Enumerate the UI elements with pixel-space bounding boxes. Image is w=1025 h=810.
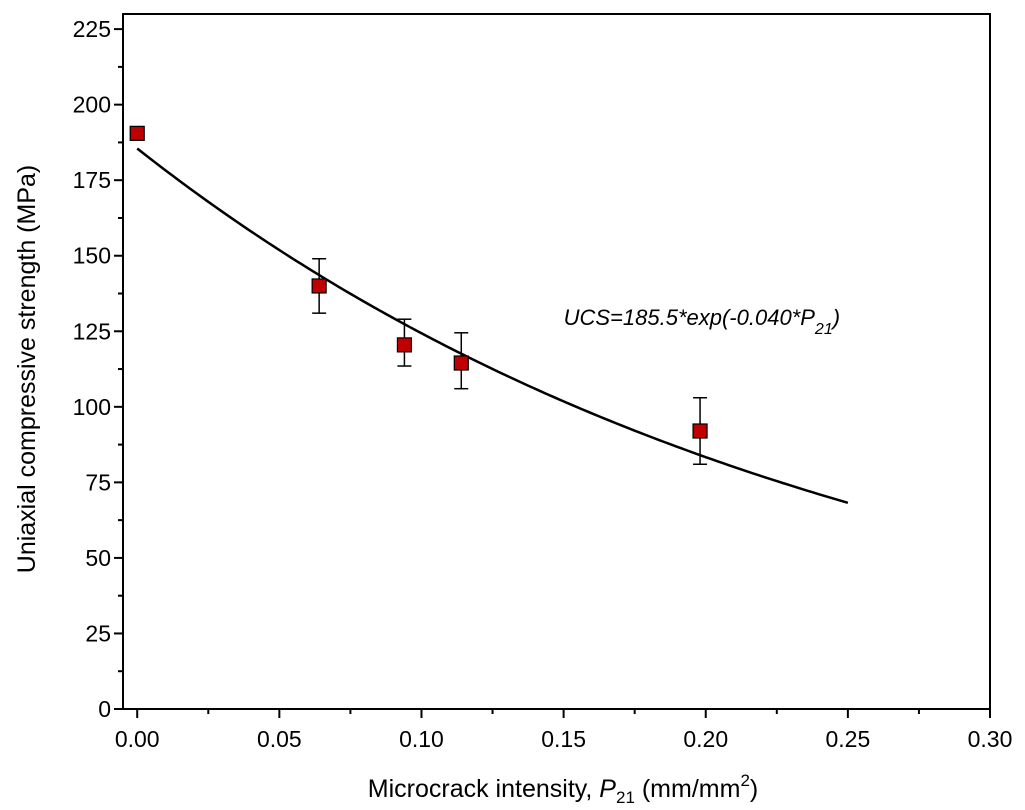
y-tick-label: 125 (73, 318, 111, 344)
x-axis-label-unit-close: ) (750, 775, 758, 803)
fit-curve (136, 147, 849, 504)
fit-equation-close: ) (830, 305, 840, 330)
y-tick-label: 0 (98, 696, 111, 722)
plot-area (129, 125, 849, 504)
x-axis-label-unit: (mm/mm (635, 775, 741, 803)
x-axis-label-unit-superscript: 2 (740, 771, 749, 790)
fit-equation-subscript: 21 (814, 321, 833, 338)
y-tick-label: 150 (73, 243, 111, 269)
data-point (311, 278, 327, 294)
data-point (396, 337, 413, 353)
y-tick-label: 225 (73, 16, 111, 42)
data-point (692, 423, 708, 439)
y-tick-label: 175 (73, 167, 111, 193)
x-tick-label: 0.20 (683, 726, 728, 752)
y-axis-label: Uniaxial compressive strength (MPa) (13, 165, 41, 573)
x-axis-label-symbol: P (599, 775, 616, 803)
x-tick-label: 0.15 (541, 726, 586, 752)
y-tick-label: 25 (85, 620, 111, 646)
x-axis-label: Microcrack intensity, P21 (mm/mm2) (368, 771, 758, 807)
data-point (129, 125, 145, 141)
y-tick-label: 75 (85, 469, 111, 495)
axes: 0.00 0.05 0.10 0.15 0.20 0.25 0.30 0 25 50 75 100 12… (73, 13, 1013, 752)
x-tick-label: 0.05 (257, 726, 302, 752)
x-axis-label-subscript: 21 (616, 788, 635, 807)
x-tick-label: 0.00 (115, 726, 160, 752)
x-tick-label: 0.25 (825, 726, 870, 752)
fit-equation-annotation: UCS=185.5*exp(-0.040*P21) (564, 305, 840, 338)
x-axis-label-text: Microcrack intensity, (368, 775, 600, 803)
y-tick-label: 200 (73, 92, 111, 118)
plot-frame (122, 13, 991, 710)
data-point (453, 355, 469, 371)
fit-equation-text: UCS=185.5*exp(-0.040*P (564, 305, 816, 330)
x-tick-label: 0.30 (968, 726, 1013, 752)
x-tick-label: 0.10 (399, 726, 444, 752)
y-tick-label: 100 (73, 394, 111, 420)
y-tick-label: 50 (85, 545, 111, 571)
